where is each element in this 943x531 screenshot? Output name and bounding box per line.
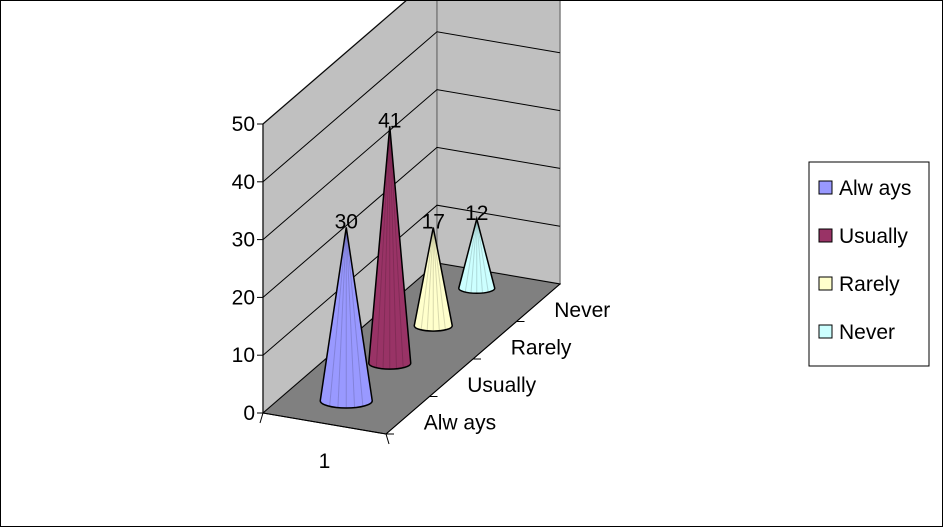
cone-facet [426,227,434,331]
gridline [262,89,561,240]
gridline [262,146,561,298]
gridline [262,0,408,125]
legend-swatch-rarely [818,276,833,291]
cone-facet [432,227,446,330]
x-axis-tick [259,412,264,424]
cone-body [367,126,412,370]
y-tick-label: 30 [232,229,255,252]
gridline [262,204,561,356]
gridline [262,31,561,183]
depth-tick-label: Usually [467,374,536,397]
legend: Alw ays Usually Rarely Never [808,161,930,367]
axes [257,123,561,445]
cone-body [319,227,374,409]
depth-axis-tick-labels: Alw ays Usually Rarely Never [424,299,611,435]
cone-facet [345,227,364,407]
cone-facet [375,126,391,368]
cone-usually [367,126,412,370]
legend-label-rarely: Rarely [839,273,900,296]
x-axis-tick [385,433,390,445]
legend-label-never: Never [839,321,895,344]
y-tick-label: 10 [232,344,255,367]
cone-never [457,215,496,295]
legend-swatch-never [818,324,833,339]
data-label-never: 12 [465,202,488,225]
gridlines [262,0,561,356]
cone-always [319,227,374,409]
legend-label-always: Alw ays [839,177,911,200]
chart-walls [262,0,561,415]
cone-series [319,126,496,409]
y-tick-label: 50 [232,113,255,136]
x-axis-line [262,412,387,435]
y-tick-label: 20 [232,286,255,309]
legend-swatch-always [818,180,833,195]
data-labels: 12 17 41 30 [335,109,489,233]
depth-tick-label: Never [554,299,610,322]
cone-facet [337,227,347,408]
x-axis-tick-labels: 1 [319,450,331,473]
cone-body [457,215,496,295]
y-axis-tick-labels: 0 10 20 30 40 50 [232,113,255,425]
x-tick-label: 1 [319,450,331,473]
data-label-usually: 41 [378,109,401,132]
cone-body [413,227,454,332]
cone-facet [476,218,484,294]
cone-facet [345,227,356,408]
cone-facet [476,218,489,293]
data-label-always: 30 [335,210,358,233]
depth-tick-label: Rarely [511,336,572,359]
cone-facet [329,227,347,407]
legend-swatch-usually [818,228,833,243]
cone-facet [470,218,478,294]
legend-label-usually: Usually [839,225,908,248]
cone-rarely [413,227,454,332]
back-wall [436,0,561,285]
y-tick-label: 40 [232,171,255,194]
cone-facet [389,126,404,368]
depth-tick-label: Alw ays [424,411,496,434]
cone-facet [464,218,478,293]
cone-facet [432,227,440,331]
data-label-rarely: 17 [422,210,445,233]
y-tick-label: 0 [243,402,255,425]
cone-facet [382,126,391,369]
cone-facet [420,227,434,330]
cone-facet [389,126,397,369]
